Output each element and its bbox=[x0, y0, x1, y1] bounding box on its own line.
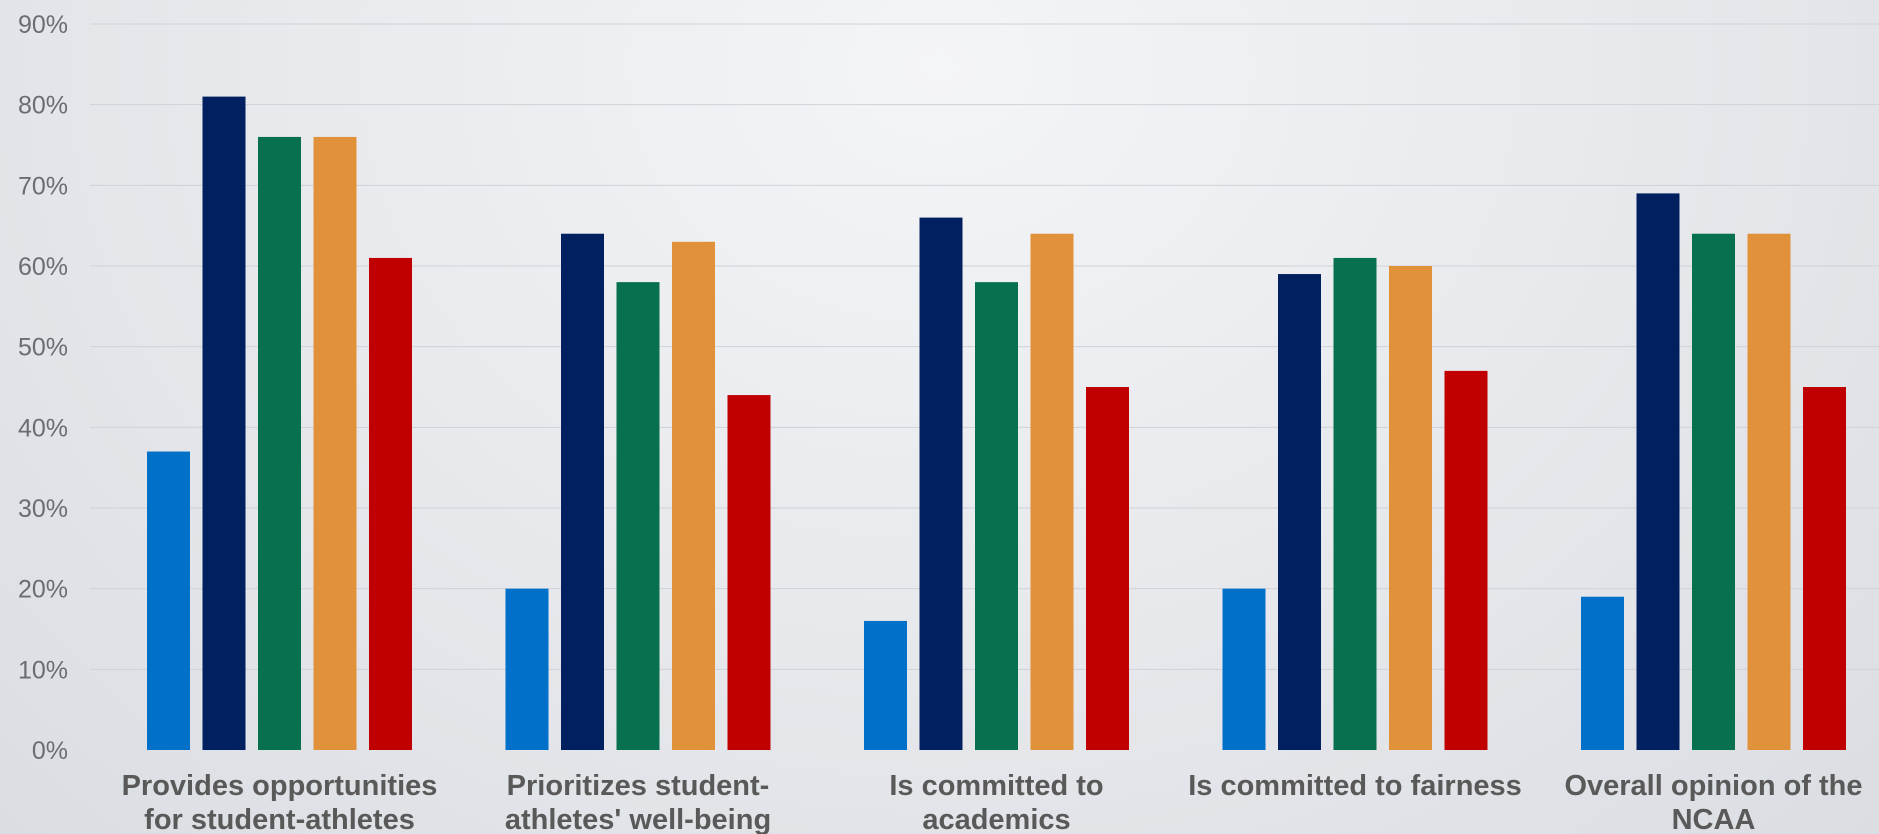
bar bbox=[505, 588, 549, 750]
y-tick-label: 90% bbox=[18, 11, 68, 39]
x-category-label: Prioritizes student-athletes' well-being bbox=[505, 770, 771, 834]
y-tick-label: 40% bbox=[18, 414, 68, 442]
bar bbox=[672, 241, 715, 751]
x-category-label-line: athletes' well-being bbox=[505, 804, 771, 834]
y-tick-label: 70% bbox=[18, 172, 68, 200]
y-axis: 0% 10% 20% 30% 40% 50% 60% 70% 80% 90% bbox=[18, 11, 68, 765]
x-category-label: Provides opportunities for student-athlet… bbox=[122, 770, 438, 834]
bar bbox=[727, 395, 771, 750]
x-category-label: Overall opinion of the NCAA bbox=[1564, 770, 1862, 834]
y-tick-label: 10% bbox=[18, 656, 68, 684]
bar bbox=[919, 217, 963, 751]
x-category-label-line: Overall opinion of the bbox=[1564, 770, 1862, 802]
bar bbox=[1389, 266, 1432, 750]
bar bbox=[1444, 370, 1488, 750]
bar bbox=[1030, 233, 1074, 750]
x-category-label-line: Is committed to fairness bbox=[1188, 770, 1522, 802]
bar bbox=[1333, 257, 1377, 750]
y-tick-label: 60% bbox=[18, 253, 68, 281]
bar bbox=[864, 620, 907, 750]
x-category-label: Is committed to fairness bbox=[1188, 770, 1522, 802]
y-tick-label: 20% bbox=[18, 576, 68, 604]
x-axis: Provides opportunities for student-athlet… bbox=[122, 770, 1863, 834]
bar bbox=[1803, 387, 1846, 750]
bar bbox=[1222, 588, 1266, 750]
bar bbox=[975, 282, 1018, 750]
y-tick-label: 0% bbox=[32, 737, 68, 765]
bar bbox=[313, 136, 357, 750]
x-category-label-line: NCAA bbox=[1672, 804, 1756, 834]
y-tick-label: 50% bbox=[18, 334, 68, 362]
x-category-label-line: for student-athletes bbox=[144, 804, 415, 834]
bar bbox=[1086, 387, 1129, 750]
y-tick-label: 80% bbox=[18, 92, 68, 120]
x-category-label-line: academics bbox=[922, 804, 1070, 834]
bar bbox=[202, 96, 246, 751]
bar bbox=[1747, 233, 1791, 750]
x-category-label-line: Provides opportunities bbox=[122, 770, 438, 802]
bar bbox=[1278, 274, 1321, 750]
bar bbox=[369, 257, 412, 750]
bars bbox=[147, 96, 1846, 751]
x-category-label: Is committed to academics bbox=[889, 770, 1103, 834]
bar bbox=[561, 233, 604, 750]
x-category-label-line: Is committed to bbox=[889, 770, 1103, 802]
x-category-label-line: Prioritizes student- bbox=[507, 770, 770, 802]
bar bbox=[616, 282, 660, 750]
bar bbox=[1692, 233, 1735, 750]
bar bbox=[1636, 193, 1680, 750]
bar bbox=[258, 136, 301, 750]
bar bbox=[147, 451, 190, 750]
y-tick-label: 30% bbox=[18, 495, 68, 523]
bar bbox=[1581, 596, 1624, 750]
